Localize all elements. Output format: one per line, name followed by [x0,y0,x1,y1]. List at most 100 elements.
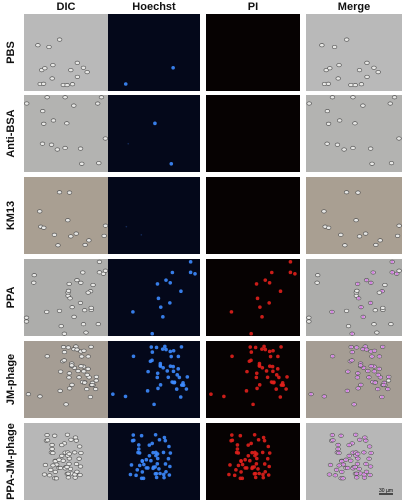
nucleus-stain [154,475,159,480]
merge-stain [331,438,335,442]
merge-stain [358,438,362,442]
nucleus-stain [155,462,160,466]
pi-stain [271,369,275,374]
merge-stain [376,373,380,377]
cell [46,473,53,478]
pi-stain [253,345,258,350]
pi-stain [263,469,268,474]
pi-stain [248,458,252,463]
merge-stain [368,473,372,477]
cell [335,76,341,81]
pi-stain [251,402,255,407]
pi-stain [266,473,271,477]
pi-stain [288,270,293,275]
pi-stain [249,350,254,354]
pi-stain [267,364,272,368]
cell [88,344,94,349]
merge-stain [328,473,331,476]
pi-stain [280,383,284,387]
cell [325,121,332,126]
cell [81,348,87,353]
panel-background [206,95,300,172]
panel-background [108,14,200,91]
nucleus-stain [188,260,193,264]
nucleus-stain [136,443,141,447]
panel-background [108,259,200,336]
pi-stain [243,457,247,462]
micrograph-panel [206,95,300,172]
cell [95,101,101,106]
merge-stain [361,347,365,351]
cell [66,386,73,391]
cell [51,232,58,237]
cell [323,68,329,73]
merge-stain [369,281,373,285]
pi-stain [275,367,280,371]
cell [396,268,402,273]
pi-stain [250,450,254,455]
merge-stain [350,358,354,362]
nucleus-stain [155,282,160,286]
nucleus-stain [167,444,171,449]
panel-background [306,95,402,172]
nucleus-stain [155,371,160,376]
merge-stain [350,332,354,336]
pi-stain [260,347,264,351]
nucleus-stain [131,433,136,437]
cell [62,95,68,100]
merge-stain [356,376,359,379]
pi-stain [258,305,262,309]
cell [60,344,67,350]
column-header: Hoechst [132,1,176,13]
merge-stain [373,381,377,385]
cell [102,268,109,273]
nucleus-stain [169,161,174,166]
cell [42,462,49,468]
cell [345,324,352,329]
cell [74,60,81,65]
cell [74,278,80,283]
pi-stain [256,437,261,442]
cell [67,296,73,301]
column-header: DIC [57,1,76,13]
pi-stain [244,389,249,393]
nucleus-stain [161,315,165,319]
pi-stain [266,444,271,449]
merge-stain [329,463,332,467]
cell [61,358,67,363]
cell [41,472,48,477]
cell [23,315,30,320]
cell [101,233,107,238]
cell [344,37,350,42]
nucleus-stain [162,435,167,440]
cell [80,65,87,70]
nucleus-stain [152,402,156,407]
nucleus-stain [141,476,146,481]
cell [69,82,76,87]
micrograph-panel [108,14,200,91]
nucleus-stain [156,386,160,391]
pi-stain [255,296,260,301]
cell [315,273,321,278]
cell [372,308,378,313]
cell [375,70,381,75]
cell [388,161,395,166]
cell [49,442,55,447]
merge-stain [373,349,376,353]
nucleus-stain [140,470,145,474]
cell [50,118,57,123]
nucleus-stain [176,354,181,359]
nucleus-stain [171,364,175,369]
nucleus-stain [140,234,143,236]
cell [391,95,398,100]
nucleus-stain [123,394,128,399]
pi-stain [268,354,273,359]
cell [84,372,90,377]
panel-background [24,14,108,91]
cell [23,319,30,324]
pi-stain [254,282,259,286]
cell [48,467,54,472]
pi-stain [252,465,256,469]
nucleus-stain [184,387,189,391]
